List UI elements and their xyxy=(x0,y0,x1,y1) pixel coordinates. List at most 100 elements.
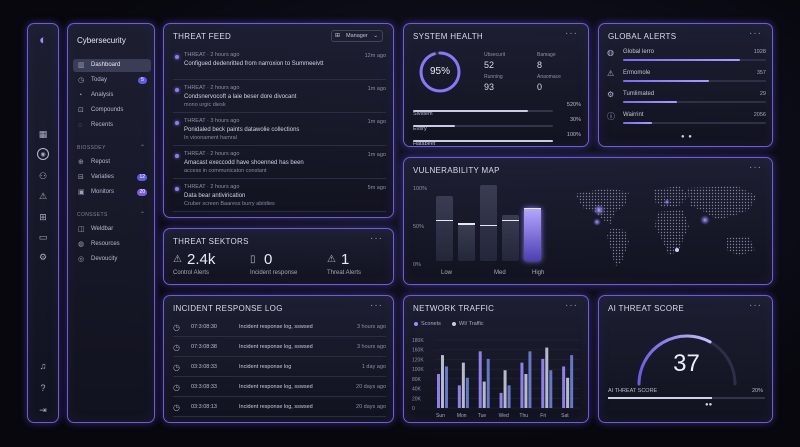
shield-icon[interactable]: ◉ xyxy=(37,148,49,160)
traffic-bar[interactable] xyxy=(566,377,570,408)
nav-item-today[interactable]: ◷ Today 5 xyxy=(73,74,151,87)
user-icon[interactable]: ⚇ xyxy=(38,171,48,181)
grid-icon[interactable]: ▦ xyxy=(38,129,48,139)
log-row[interactable]: ◷ 03:3:08:33 Incident response log 1 day ag… xyxy=(173,358,386,377)
alert-row[interactable]: ⚙ Tumlimated 29 xyxy=(607,90,766,111)
traffic-chart: 180K 160K 120K 100K 80K 40K 20K 0 Sun Mon Tue Wed Th… xyxy=(412,338,580,419)
traffic-bar[interactable] xyxy=(520,362,524,408)
network-traffic-title: NETWORK TRAFFIC xyxy=(413,304,495,313)
traffic-bar[interactable] xyxy=(541,358,545,408)
legend-swatch xyxy=(414,321,418,326)
logout-icon[interactable]: ⇥ xyxy=(39,405,47,415)
nav-item-dashboard[interactable]: ▥ Dashboard xyxy=(73,59,151,72)
feed-item[interactable]: THREAT · 2 hours ago Configued dedenritte… xyxy=(173,50,386,80)
more-icon[interactable]: ··· xyxy=(749,300,762,311)
feed-item[interactable]: THREAT · 2 hours ago Amacast execcodd hav… xyxy=(173,149,386,179)
threat-sectors-panel: THREAT SEKTORS ··· ⚠ 2.4k Control Alerts… xyxy=(163,228,394,285)
nav-item-analysis[interactable]: ◔ Analysis xyxy=(73,89,151,102)
vuln-bar[interactable] xyxy=(436,195,453,261)
gear-icon[interactable]: ⚙ xyxy=(38,252,48,262)
alert-row[interactable]: ⓘ Wairrint 2056 xyxy=(607,111,766,132)
traffic-bar[interactable] xyxy=(437,374,440,408)
traffic-bar[interactable] xyxy=(465,377,469,408)
log-row[interactable]: ◷ 07:3:08:30 Incident response log, sswsed… xyxy=(173,318,386,337)
more-icon[interactable]: ··· xyxy=(370,233,383,244)
traffic-bar[interactable] xyxy=(461,362,465,408)
traffic-bar[interactable] xyxy=(528,351,532,408)
y-tick: 0% xyxy=(413,262,421,268)
resources-icon: ◍ xyxy=(78,241,85,248)
nav-item-recents[interactable]: ◌ Recents xyxy=(73,119,151,132)
card-icon[interactable]: ▭ xyxy=(38,232,48,242)
nav-section-2[interactable]: CONSSETS ⌃ xyxy=(77,212,146,218)
alert-icon[interactable]: ⚠ xyxy=(38,191,48,201)
score-toggle[interactable]: ●● xyxy=(705,402,713,408)
stat-label: Incident response xyxy=(250,270,298,276)
traffic-bar[interactable] xyxy=(570,355,574,408)
bell-icon[interactable]: ♫ xyxy=(39,361,47,371)
more-icon[interactable]: ··· xyxy=(565,28,578,39)
logo-icon[interactable]: ◐ xyxy=(39,32,47,47)
feed-item[interactable]: THREAT · 3 hours ago Ponidaled beck paint… xyxy=(173,116,386,146)
more-icon[interactable]: ··· xyxy=(370,300,383,311)
traffic-bar[interactable] xyxy=(549,370,553,408)
world-map[interactable] xyxy=(567,180,767,274)
warning-icon: ⚠ xyxy=(173,254,182,265)
traffic-bar[interactable] xyxy=(503,370,507,408)
nav-item-resources[interactable]: ◍ Resources xyxy=(73,238,151,251)
alert-track xyxy=(623,80,766,82)
log-row[interactable]: ◷ 03:3:08:33 Incident response log, sswsed… xyxy=(173,378,386,397)
traffic-bar[interactable] xyxy=(457,385,461,408)
log-row[interactable]: ◷ 07:3:08:38 Incident response log, sswsed… xyxy=(173,338,386,357)
health-bar-track xyxy=(413,110,553,112)
health-stat: Bamage 8 xyxy=(537,52,556,70)
y-tick: 100% xyxy=(413,186,428,192)
nav-item-repost[interactable]: ⊕ Repost xyxy=(73,156,151,169)
traffic-bar[interactable] xyxy=(562,366,566,408)
traffic-bar[interactable] xyxy=(545,347,549,408)
feed-item[interactable]: THREAT · 2 hours ago Data bear antivirica… xyxy=(173,182,386,212)
traffic-bar[interactable] xyxy=(499,392,503,408)
more-icon[interactable]: ··· xyxy=(565,300,578,311)
more-icon[interactable]: ··· xyxy=(749,162,762,173)
log-time: 07:3:08:30 xyxy=(191,324,217,330)
nav-item-compounds[interactable]: ⊡ Compounds xyxy=(73,104,151,117)
traffic-bar[interactable] xyxy=(486,358,490,408)
filter-icon: ⊞ xyxy=(335,33,341,39)
more-icon[interactable]: ··· xyxy=(749,28,762,39)
vulnerability-map-panel: VULNERABILITY MAP ··· 100% 50% 0% Low Me… xyxy=(403,157,773,285)
nav-section-1[interactable]: BIOSSDEY ⌃ xyxy=(77,145,146,151)
nav-item-monitors[interactable]: ▣ Monitors 20 xyxy=(73,186,151,199)
feed-item[interactable]: THREAT · 2 hours ago Condsnervocoft a lai… xyxy=(173,83,386,113)
nav-item-devoucity[interactable]: ◎ Devoucity xyxy=(73,253,151,266)
plus-square-icon[interactable]: ⊞ xyxy=(39,212,47,222)
stat-incident-response: ▯ 0 Incident response xyxy=(250,252,297,276)
status-dot xyxy=(175,154,179,158)
alert-row[interactable]: ⚠ Ermomole 357 xyxy=(607,69,766,90)
health-bar: Hatabeet 100% xyxy=(413,132,581,150)
traffic-bar[interactable] xyxy=(524,374,528,408)
traffic-bar[interactable] xyxy=(507,385,511,408)
nav-item-weldbar[interactable]: ◫ Weldbar xyxy=(73,223,151,236)
alert-row[interactable]: ◍ Global lerro 1928 xyxy=(607,48,766,69)
traffic-bar[interactable] xyxy=(478,351,482,408)
traffic-bar[interactable] xyxy=(441,355,444,408)
vuln-bar[interactable] xyxy=(458,223,475,261)
manager-dropdown[interactable]: ⊞ Manager ⌄ xyxy=(331,30,383,42)
legend-item: WI/ Traffic xyxy=(452,321,484,327)
global-alerts-title: GLOBAL ALERTS xyxy=(608,32,677,41)
traffic-bar[interactable] xyxy=(482,381,486,408)
pager-dots[interactable]: ● ● xyxy=(681,134,693,140)
global-alerts-panel: GLOBAL ALERTS ··· ◍ Global lerro 1928 ⚠ Ermo… xyxy=(598,23,773,147)
vuln-bar[interactable] xyxy=(502,215,519,261)
vuln-bar-mark xyxy=(436,219,453,222)
help-icon[interactable]: ? xyxy=(40,383,46,393)
log-row[interactable]: ◷ 03:3:08:13 Incident response log, sswsed… xyxy=(173,398,386,417)
legend-item: Sconets xyxy=(414,321,441,327)
traffic-bar[interactable] xyxy=(445,366,448,408)
feed-subtitle: mono urgic diesk xyxy=(184,102,226,108)
vuln-bar[interactable] xyxy=(524,207,541,261)
vuln-bar[interactable] xyxy=(480,185,497,261)
log-ago: 3 hours ago xyxy=(356,324,386,330)
nav-item-variaties[interactable]: ⊟ Variaties 12 xyxy=(73,171,151,184)
